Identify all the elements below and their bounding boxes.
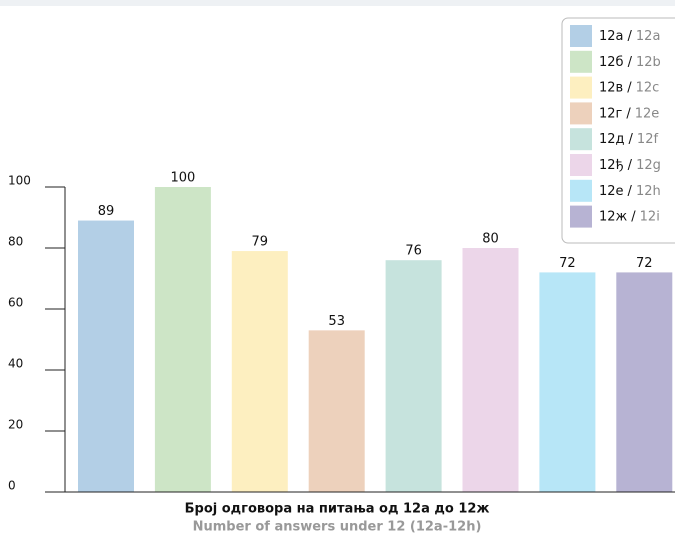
value-label: 100	[170, 171, 195, 186]
bar	[78, 220, 134, 493]
y-tick-label: 40	[8, 357, 23, 371]
bar	[308, 330, 365, 492]
y-tick-label: 20	[8, 418, 23, 432]
y-tick-label: 80	[8, 235, 23, 249]
legend-separator: /	[629, 132, 634, 147]
chart-subtitle: Number of answers under 12 (12a-12h)	[193, 520, 482, 535]
legend-name-en: 12c	[636, 80, 660, 95]
legend-label: 12а /12a	[599, 29, 660, 44]
legend-name: 12г	[599, 106, 623, 121]
legend-name-en: 12b	[636, 54, 661, 69]
legend-separator: /	[628, 54, 633, 69]
legend-separator: /	[628, 29, 633, 44]
legend-label: 12б /12b	[599, 54, 661, 69]
legend-separator: /	[628, 183, 633, 198]
bar	[154, 187, 211, 492]
value-label: 89	[98, 204, 115, 219]
bar	[616, 272, 673, 492]
legend-name: 12в	[599, 80, 623, 95]
legend-label: 12д /12f	[599, 132, 658, 147]
legend-name-en: 12e	[635, 106, 660, 121]
legend-name: 12б	[599, 54, 624, 69]
legend-name-en: 12f	[637, 132, 659, 147]
legend-swatch	[570, 205, 592, 228]
legend-name-en: 12i	[640, 209, 660, 224]
value-label: 79	[252, 235, 269, 250]
legend-name-en: 12h	[636, 183, 661, 198]
legend-name: 12ж	[599, 209, 628, 224]
legend-separator: /	[628, 158, 633, 173]
legend-separator: /	[626, 106, 631, 121]
bar	[462, 248, 519, 492]
y-tick-label: 60	[8, 296, 23, 310]
legend-swatch	[570, 102, 592, 125]
legend-label: 12ђ /12g	[599, 158, 661, 173]
bar	[231, 251, 288, 492]
legend-name: 12ђ	[599, 158, 624, 173]
value-label: 72	[636, 256, 653, 271]
y-tick-label: 100	[8, 174, 31, 188]
legend-name: 12д	[599, 132, 625, 147]
legend-label: 12е /12h	[599, 183, 661, 198]
legend-swatch	[570, 76, 592, 99]
legend-swatch	[570, 179, 592, 202]
legend-swatch	[570, 128, 592, 151]
bar	[385, 260, 442, 492]
legend-label: 12в / 12c	[599, 80, 659, 95]
legend-label: 12ж/ 12i	[599, 209, 660, 224]
legend-name-en: 12g	[636, 158, 661, 173]
legend-swatch	[570, 154, 592, 176]
legend-label: 12г/ 12e	[599, 106, 659, 121]
bar	[539, 272, 596, 492]
chart-title: Број одговора на питања од 12а до 12ж	[185, 502, 490, 517]
value-label: 76	[405, 244, 422, 259]
legend-separator: /	[631, 209, 636, 224]
value-label: 72	[559, 256, 576, 271]
legend-name-en: 12a	[636, 29, 661, 44]
legend-name: 12е	[599, 183, 624, 198]
y-tick-label: 0	[8, 479, 16, 493]
legend-name: 12а	[599, 29, 624, 44]
legend-swatch	[570, 50, 592, 73]
value-label: 80	[482, 232, 499, 247]
legend-separator: /	[627, 80, 632, 95]
value-label: 53	[328, 314, 345, 329]
legend-swatch	[570, 25, 592, 47]
